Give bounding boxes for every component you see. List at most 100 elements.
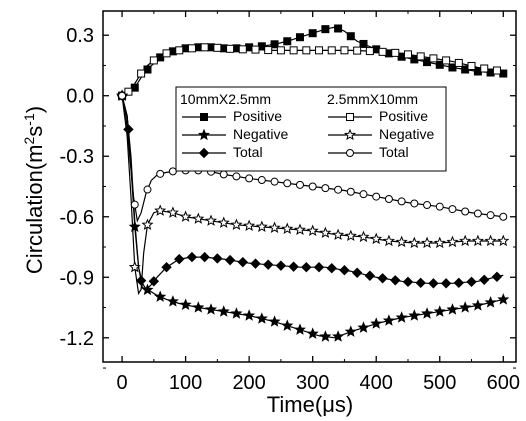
series-point [293,223,306,236]
series-point [395,235,408,248]
series-point [141,218,154,230]
series-point [448,205,457,214]
y-axis-title-end: ) [22,106,47,113]
series-point [257,176,266,185]
series-point [334,185,343,194]
legend-label: Positive [233,108,282,124]
series-point [497,293,510,305]
series-point [289,46,298,55]
series-point [372,192,381,201]
series-point [301,261,312,273]
series-point [276,46,285,55]
series-point [471,299,484,311]
series-point [497,234,510,247]
series-point [156,169,165,178]
x-tick-label: 400 [360,372,393,394]
series-point [446,303,459,315]
series-point [357,321,370,333]
series-point [238,45,247,54]
series-point [416,52,425,61]
series-point [357,230,370,243]
series-point [245,174,254,183]
x-axis-title: Time(μs) [267,392,353,417]
series-point [344,229,357,242]
x-tick-label: 500 [423,372,456,394]
series-point [344,325,357,337]
series-point [230,218,243,230]
series-point [293,323,306,335]
y-tick-label: -0.3 [60,146,94,168]
series-layer [116,24,510,342]
series-point [179,298,192,310]
series-point [118,91,127,100]
series-point [204,214,218,226]
series-point [408,236,421,249]
series-point [359,190,368,199]
legend-marker [343,128,357,141]
series-point [295,180,304,189]
series-point [459,301,472,313]
series-point [440,278,452,289]
legend-marker [200,113,208,121]
series-point [378,47,387,56]
series-point [213,43,222,52]
series-point [295,33,304,42]
series-point [403,50,412,59]
series-point [391,48,400,57]
series-point [283,37,292,46]
series-1 [118,43,504,100]
series-point [288,261,299,272]
series-point [319,226,332,239]
series-point [346,187,355,196]
series-point [390,275,401,286]
series-point [492,66,501,75]
series-point [448,63,457,72]
series-point [192,212,205,224]
legend-marker [346,149,354,157]
series-point [219,170,228,179]
series-point [308,182,317,191]
series-point [135,275,147,286]
legend-marker [346,113,354,121]
series-point [306,327,319,339]
series-point [484,234,497,247]
series-point [148,276,160,287]
series-point [275,260,287,271]
series-point [384,195,393,204]
series-point [212,253,223,264]
series-point [395,311,408,323]
series-point [187,44,196,53]
series-point [270,177,279,186]
series-point [486,211,495,220]
series-point [453,277,465,289]
series-point [270,40,279,49]
series-point [370,232,383,245]
series-point [243,309,256,321]
series-point [435,202,444,211]
legend-label: Negative [233,126,288,142]
series-point [315,46,324,55]
series-point [262,259,274,270]
series-point [143,185,152,194]
series-point [327,46,336,55]
series-point [461,207,470,216]
series-point [226,44,235,53]
series-point [421,236,434,249]
series-4 [116,90,504,291]
series-point [243,219,256,231]
y-tick-label: -0.6 [60,207,94,229]
series-point [428,278,439,289]
series-point [137,69,146,78]
series-point [408,309,421,321]
series-point [473,209,482,218]
series-point [351,267,363,278]
series-point [382,314,395,326]
series-point [364,270,376,281]
series-point [175,46,184,55]
series-2 [116,89,510,342]
series-point [353,46,362,55]
series-point [359,39,368,48]
series-point [471,234,484,247]
series-point [433,236,446,249]
series-point [321,184,330,193]
